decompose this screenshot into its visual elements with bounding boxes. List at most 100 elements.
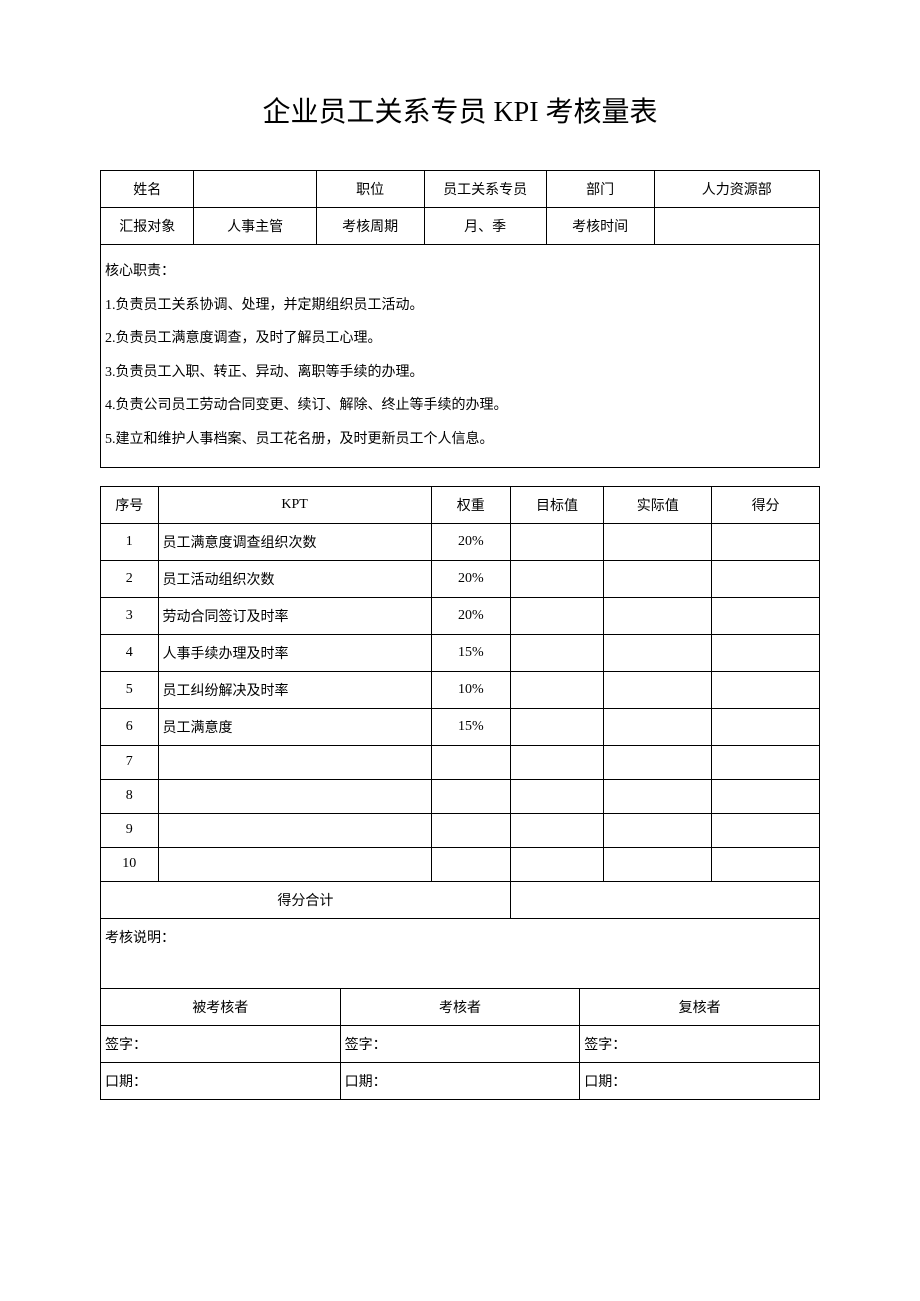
duty-item: 2.负责员工满意度调查，及时了解员工心理。 (105, 322, 815, 356)
kpi-seq: 2 (101, 560, 159, 597)
kpi-weight: 20% (431, 560, 510, 597)
kpi-seq: 10 (101, 847, 159, 881)
duties-header: 核心职责： (105, 255, 815, 289)
kpi-kpt: 员工活动组织次数 (158, 560, 431, 597)
kpi-score (712, 671, 820, 708)
kpi-target (510, 847, 603, 881)
kpi-actual (604, 671, 712, 708)
time-label: 考核时间 (546, 208, 654, 245)
sig-sign-1: 签字： (101, 1025, 341, 1062)
kpi-score (712, 708, 820, 745)
kpi-seq: 9 (101, 813, 159, 847)
col-seq: 序号 (101, 486, 159, 523)
kpi-actual (604, 597, 712, 634)
kpi-actual (604, 523, 712, 560)
kpi-kpt (158, 779, 431, 813)
kpi-weight (431, 813, 510, 847)
sig-date-3: 口期： (580, 1062, 820, 1099)
kpi-row: 10 (101, 847, 820, 881)
kpi-kpt (158, 745, 431, 779)
info-row-2: 汇报对象 人事主管 考核周期 月、季 考核时间 (101, 208, 820, 245)
name-value (194, 171, 316, 208)
kpi-weight (431, 779, 510, 813)
kpi-score (712, 779, 820, 813)
sig-date-2: 口期： (340, 1062, 580, 1099)
kpi-kpt: 人事手续办理及时率 (158, 634, 431, 671)
duty-item: 4.负责公司员工劳动合同变更、续订、解除、终止等手续的办理。 (105, 389, 815, 423)
kpi-actual (604, 634, 712, 671)
report-value: 人事主管 (194, 208, 316, 245)
kpi-score (712, 745, 820, 779)
kpi-target (510, 560, 603, 597)
col-kpt: KPT (158, 486, 431, 523)
notes-row: 考核说明： (101, 918, 820, 988)
kpi-header-row: 序号 KPT 权重 目标值 实际值 得分 (101, 486, 820, 523)
kpi-row: 8 (101, 779, 820, 813)
kpi-seq: 1 (101, 523, 159, 560)
kpi-seq: 3 (101, 597, 159, 634)
col-target: 目标值 (510, 486, 603, 523)
duties-section: 核心职责： 1.负责员工关系协调、处理，并定期组织员工活动。 2.负责员工满意度… (100, 245, 820, 468)
kpi-weight: 20% (431, 597, 510, 634)
kpi-target (510, 523, 603, 560)
kpi-row: 4 人事手续办理及时率 15% (101, 634, 820, 671)
duty-item: 1.负责员工关系协调、处理，并定期组织员工活动。 (105, 289, 815, 323)
sig-role-3: 复核者 (580, 989, 820, 1026)
kpi-actual (604, 847, 712, 881)
kpi-weight (431, 847, 510, 881)
kpi-kpt: 员工满意度 (158, 708, 431, 745)
col-weight: 权重 (431, 486, 510, 523)
kpi-seq: 6 (101, 708, 159, 745)
kpi-weight: 20% (431, 523, 510, 560)
kpi-weight (431, 745, 510, 779)
kpi-score (712, 847, 820, 881)
kpi-seq: 7 (101, 745, 159, 779)
kpi-score (712, 560, 820, 597)
kpi-actual (604, 813, 712, 847)
kpi-target (510, 813, 603, 847)
signature-table: 被考核者 考核者 复核者 签字： 签字： 签字： 口期： 口期： 口期： (100, 989, 820, 1100)
duty-item: 3.负责员工入职、转正、异动、离职等手续的办理。 (105, 356, 815, 390)
kpi-weight: 15% (431, 708, 510, 745)
duty-item: 5.建立和维护人事档案、员工花名册，及时更新员工个人信息。 (105, 423, 815, 457)
kpi-target (510, 779, 603, 813)
kpi-row: 3 劳动合同签订及时率 20% (101, 597, 820, 634)
col-actual: 实际值 (604, 486, 712, 523)
dept-value: 人力资源部 (654, 171, 819, 208)
kpi-weight: 15% (431, 634, 510, 671)
sig-sign-2: 签字： (340, 1025, 580, 1062)
kpi-score (712, 813, 820, 847)
sig-sign-3: 签字： (580, 1025, 820, 1062)
kpi-total-row: 得分合计 (101, 881, 820, 918)
sig-date-row: 口期： 口期： 口期： (101, 1062, 820, 1099)
position-value: 员工关系专员 (424, 171, 546, 208)
total-value (510, 881, 819, 918)
kpi-kpt (158, 847, 431, 881)
kpi-row: 1 员工满意度调查组织次数 20% (101, 523, 820, 560)
sig-role-1: 被考核者 (101, 989, 341, 1026)
kpi-row: 7 (101, 745, 820, 779)
notes-cell: 考核说明： (101, 918, 820, 988)
kpi-table: 序号 KPT 权重 目标值 实际值 得分 1 员工满意度调查组织次数 20% 2… (100, 486, 820, 989)
total-label: 得分合计 (101, 881, 511, 918)
notes-label: 考核说明： (105, 931, 175, 946)
kpi-row: 9 (101, 813, 820, 847)
cycle-label: 考核周期 (316, 208, 424, 245)
kpi-target (510, 745, 603, 779)
kpi-seq: 5 (101, 671, 159, 708)
cycle-value: 月、季 (424, 208, 546, 245)
info-row-1: 姓名 职位 员工关系专员 部门 人力资源部 (101, 171, 820, 208)
sig-sign-row: 签字： 签字： 签字： (101, 1025, 820, 1062)
kpi-weight: 10% (431, 671, 510, 708)
time-value (654, 208, 819, 245)
kpi-kpt: 员工纠纷解决及时率 (158, 671, 431, 708)
kpi-target (510, 634, 603, 671)
info-table: 姓名 职位 员工关系专员 部门 人力资源部 汇报对象 人事主管 考核周期 月、季… (100, 170, 820, 245)
kpi-target (510, 708, 603, 745)
dept-label: 部门 (546, 171, 654, 208)
kpi-target (510, 671, 603, 708)
kpi-kpt: 劳动合同签订及时率 (158, 597, 431, 634)
kpi-score (712, 634, 820, 671)
kpi-actual (604, 708, 712, 745)
kpi-seq: 4 (101, 634, 159, 671)
